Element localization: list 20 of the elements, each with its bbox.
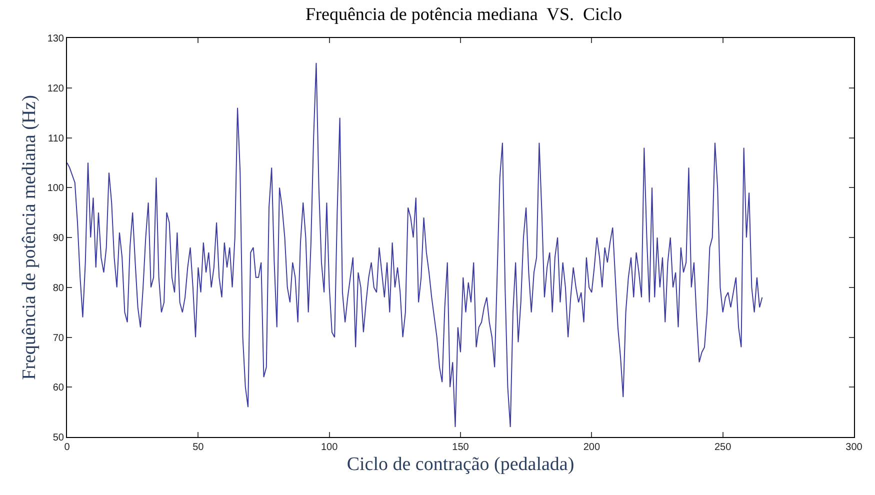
x-tick-label: 50 — [192, 442, 204, 453]
y-tick-label: 100 — [47, 183, 64, 194]
y-axis-title: Frequência de potência mediana (Hz) — [19, 95, 40, 380]
y-tick-label: 110 — [48, 133, 64, 144]
x-tick-label: 100 — [320, 442, 338, 453]
y-tick-label: 80 — [52, 282, 64, 294]
y-tick-label: 60 — [52, 382, 64, 394]
x-tick-label: 300 — [846, 442, 863, 453]
line-series — [67, 62, 763, 428]
y-tick-label: 120 — [47, 83, 64, 94]
chart-title: Frequência de potência mediana VS. Ciclo — [305, 4, 622, 24]
y-tick-label: 50 — [52, 432, 64, 444]
x-tick-label: 200 — [583, 442, 600, 453]
x-tick-label: 250 — [714, 442, 732, 453]
y-tick-label: 130 — [47, 34, 64, 44]
x-tick-label: 150 — [452, 442, 470, 453]
y-tick-label: 90 — [52, 233, 64, 244]
y-tick-label: 70 — [52, 332, 64, 344]
x-tick-label: 0 — [64, 442, 70, 453]
x-axis-title: Ciclo de contração (pedalada) — [346, 454, 574, 475]
